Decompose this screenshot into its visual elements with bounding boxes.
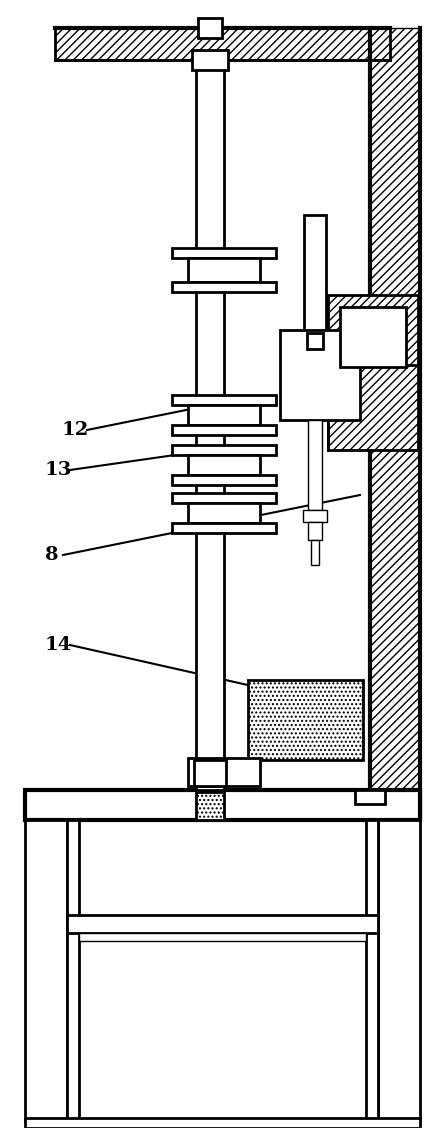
Bar <box>355 790 385 804</box>
Bar <box>172 248 276 258</box>
Text: 8: 8 <box>45 546 58 564</box>
Bar <box>370 28 420 820</box>
Bar <box>172 493 276 503</box>
Bar <box>172 395 276 405</box>
Bar <box>248 680 363 760</box>
Bar <box>172 475 276 485</box>
Bar <box>188 503 260 523</box>
Bar <box>79 933 366 941</box>
Bar <box>196 792 224 820</box>
Bar <box>328 296 418 450</box>
Bar <box>308 522 322 540</box>
Bar <box>188 758 260 786</box>
Bar <box>55 28 390 60</box>
Bar <box>366 820 378 1120</box>
Bar <box>188 405 260 425</box>
Bar <box>307 333 323 349</box>
Bar <box>196 60 224 790</box>
Bar <box>280 331 360 420</box>
Bar <box>378 820 420 1120</box>
Bar <box>311 540 319 565</box>
Bar <box>67 820 79 1120</box>
Bar <box>172 425 276 435</box>
Bar <box>188 455 260 475</box>
Bar <box>308 420 322 510</box>
Bar <box>304 215 326 333</box>
Bar <box>172 446 276 455</box>
Bar <box>340 307 406 367</box>
Bar <box>67 915 378 933</box>
Bar <box>172 282 276 292</box>
Text: 13: 13 <box>45 461 73 479</box>
Bar <box>25 820 67 1120</box>
Bar <box>303 510 327 522</box>
Bar <box>198 18 222 38</box>
Bar <box>194 760 226 786</box>
Bar <box>192 50 228 70</box>
Bar <box>25 1118 420 1128</box>
Bar <box>172 523 276 534</box>
Bar <box>188 258 260 282</box>
Text: 12: 12 <box>62 421 89 439</box>
Text: 14: 14 <box>45 636 72 654</box>
Bar <box>25 790 420 820</box>
